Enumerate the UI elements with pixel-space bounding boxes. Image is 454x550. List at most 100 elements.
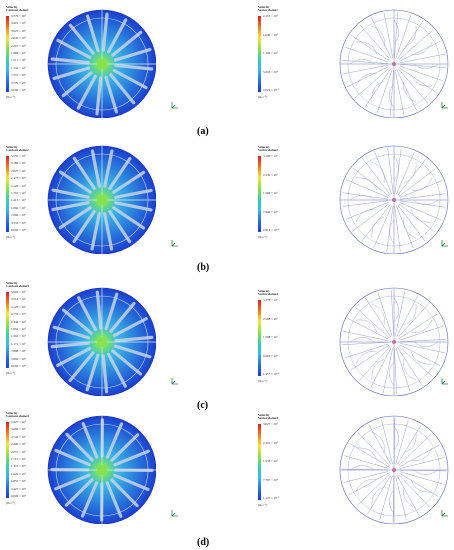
vector-line	[349, 443, 389, 468]
vector-line	[399, 193, 446, 200]
colorbar-tick-label: 1.029 × 10¹	[11, 471, 26, 476]
vector-line	[396, 152, 415, 195]
colorbar-tick-label: 3.779 × 10¹	[11, 14, 26, 18]
legend-subtitle: Contour dome3	[6, 284, 29, 289]
colorbar-tick-label: 3.533 × 10¹	[11, 154, 26, 158]
vector-arc	[371, 359, 385, 381]
streak	[114, 188, 153, 199]
vector-line	[362, 158, 391, 196]
vector-line	[361, 204, 391, 242]
vector-arc	[371, 81, 385, 103]
streak	[64, 478, 94, 507]
vector-disk-d	[339, 415, 449, 524]
colorbar-tick-label: 1.171 × 10¹	[11, 341, 26, 346]
vector-line	[356, 474, 390, 507]
colorbar	[258, 300, 261, 376]
legend-subtitle: Vector dome1	[258, 8, 278, 13]
streak	[52, 66, 91, 81]
legend-unit: [m s⁻¹]	[6, 95, 16, 99]
colorbar-tick-label: 2.743 × 10¹	[11, 434, 26, 439]
vector-arc	[403, 161, 417, 183]
colorbar-tick-label: 2.301 × 10¹	[263, 440, 278, 445]
vector-arc	[403, 359, 417, 381]
colorbar-tick-label: 3.378 × 10¹	[263, 298, 278, 302]
colorbar-tick-label: 7.808 × 10⁰	[11, 349, 27, 354]
vector-line	[399, 325, 444, 341]
streak	[112, 170, 146, 194]
colorbar-tick-label: 1.060 × 10¹	[11, 205, 26, 210]
vector-line	[397, 346, 423, 386]
vector-arc	[389, 83, 395, 109]
axis-triad-icon	[171, 510, 178, 517]
vector-line	[398, 474, 431, 508]
streak	[61, 71, 93, 98]
legend-title: Velocity	[6, 145, 18, 149]
colorbar-tick-label: 1.715 × 10¹	[11, 457, 26, 461]
vector-arc	[393, 19, 399, 45]
colorbar-tick-label: 1.767 × 10¹	[11, 191, 26, 195]
vector-line	[373, 205, 392, 248]
colorbar-tick-label: 3.027 × 10¹	[263, 422, 278, 426]
vector-line	[347, 66, 389, 87]
streak	[101, 12, 109, 52]
colorbar-tick-label: 1.569 × 10¹	[263, 191, 278, 195]
vector-disk-c	[339, 287, 449, 396]
vector-arc	[389, 489, 395, 515]
vector-arc	[411, 479, 433, 493]
streak	[108, 156, 132, 190]
contour-legend-a: Velocity Contour dome1 3.779 × 10¹ 3.401 …	[6, 5, 46, 101]
vector-line	[394, 347, 397, 394]
vector-arc	[355, 479, 377, 493]
colorbar-tick-label: 2.153 × 10¹	[263, 14, 278, 18]
vector-line	[397, 204, 426, 242]
streak	[104, 75, 119, 114]
streak	[90, 212, 101, 251]
vector-line	[379, 475, 393, 521]
vector-arc	[413, 199, 439, 205]
vector-line	[399, 339, 446, 342]
streak	[54, 473, 91, 491]
colorbar-tick-label: 3.401 × 10¹	[11, 21, 26, 26]
streak	[51, 188, 90, 199]
vector-line	[399, 202, 442, 221]
colorbar-tick-label: 2.400 × 10¹	[11, 442, 26, 447]
colorbar-tick-label: 2.342 × 10¹	[11, 319, 26, 324]
colorbar	[258, 16, 261, 92]
vector-line	[398, 168, 436, 197]
center-spot	[392, 340, 396, 344]
axis-triad-icon	[441, 510, 448, 517]
vector-line	[342, 64, 389, 75]
streak	[95, 76, 103, 116]
streak	[105, 422, 124, 459]
legend-subtitle: Contour dome4	[6, 414, 29, 419]
vector-line	[352, 203, 390, 232]
contour-disk-b	[47, 145, 156, 254]
axis-triad-icon	[441, 378, 448, 385]
colorbar-tick-label: 2.339 × 10¹	[263, 172, 278, 177]
colorbar-tick-label: 2.912 × 10⁻¹	[263, 228, 280, 232]
legend-unit: [m s⁻¹]	[258, 235, 268, 239]
vector-line	[391, 290, 394, 337]
colorbar-tick-label: 1.511 × 10¹	[11, 58, 26, 63]
vector-arc	[349, 465, 375, 471]
colorbar-tick-label: 2.267 × 10¹	[11, 43, 26, 48]
vector-legend-d: Velocity Vector dome4 3.027 × 10¹ 2.301 ×…	[258, 413, 298, 509]
streak	[72, 156, 96, 190]
vector-line	[399, 344, 441, 366]
colorbar-tick-label: 2.508 × 10¹	[263, 316, 278, 321]
vector-arc	[411, 73, 433, 87]
vector-arc	[393, 297, 399, 323]
vector-arc	[403, 487, 417, 509]
colorbar	[258, 156, 261, 232]
center-spot	[392, 198, 396, 202]
colorbar-tick-label: 7.557 × 10⁰	[11, 73, 27, 78]
row-c: Velocity Contour dome3 3.904 × 10¹ 3.514 …	[0, 276, 454, 413]
colorbar-tick-label: 2.473 × 10¹	[11, 176, 26, 181]
streak	[113, 473, 150, 492]
colorbar-tick-label: 3.533 × 10⁰	[11, 220, 27, 225]
vector-line	[354, 67, 390, 99]
colorbar-tick-label: 2.057 × 10¹	[11, 449, 26, 454]
legend-unit: [m s⁻¹]	[6, 501, 16, 505]
vector-arc	[413, 341, 439, 347]
colorbar-tick-label: 7.787 × 10⁰	[263, 477, 279, 482]
